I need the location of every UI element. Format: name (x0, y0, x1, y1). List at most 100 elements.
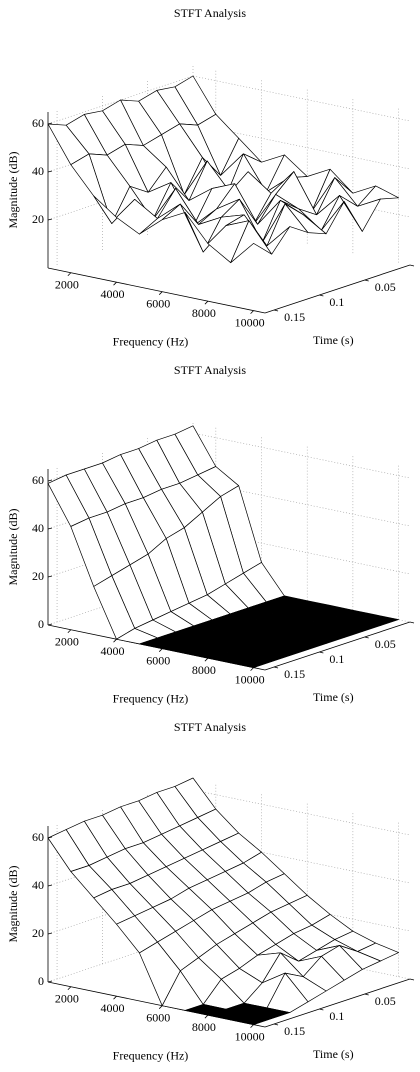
grid-line (47, 75, 411, 125)
y-tick (364, 279, 369, 282)
y-tick (409, 621, 415, 624)
grid-line (47, 837, 411, 887)
z-tick (47, 479, 53, 482)
y-tick-label: 0.15 (284, 667, 305, 681)
grid-line (47, 789, 411, 839)
grid-line (47, 480, 411, 530)
x-tick-label: 2000 (55, 634, 79, 648)
x-tick-label: 4000 (101, 287, 125, 301)
x-tick-label: 4000 (101, 1001, 125, 1015)
y-tick-label: 0.05 (375, 637, 396, 651)
x-tick-label: 8000 (192, 1020, 216, 1034)
x-tick (204, 300, 209, 305)
y-axis-label: Time (s) (313, 690, 354, 704)
x-tick-label: 8000 (192, 306, 216, 320)
z-tick-label: 60 (32, 116, 44, 130)
z-tick-label: 0 (38, 974, 44, 988)
x-tick-label: 4000 (101, 644, 125, 658)
z-tick-label: 40 (32, 521, 44, 535)
x-tick (158, 648, 163, 652)
y-tick (409, 264, 415, 267)
x-tick-label: 2000 (55, 991, 79, 1005)
x-tick-label: 10000 (235, 315, 265, 329)
x-tick (113, 281, 117, 286)
y-tick (364, 636, 369, 639)
x-axis (47, 267, 266, 314)
y-tick (319, 651, 324, 654)
x-tick (204, 1014, 209, 1019)
y-tick-label: 0.1 (329, 1009, 344, 1023)
z-tick-label: 40 (32, 878, 44, 892)
z-tick (47, 527, 53, 530)
chart-title: STFT Analysis (174, 720, 246, 734)
x-tick-label: 6000 (146, 296, 170, 310)
z-axis-label: Magnitude (dB) (6, 509, 20, 586)
x-tick (67, 986, 72, 991)
x-tick-label: 2000 (55, 277, 79, 291)
x-tick (158, 291, 163, 295)
x-axis-label: Frequency (Hz) (113, 334, 189, 348)
x-tick-label: 8000 (192, 663, 216, 677)
y-tick-label: 0.15 (284, 1024, 305, 1038)
y-tick (409, 978, 415, 981)
z-tick-label: 40 (32, 164, 44, 178)
y-tick-label: 0.1 (329, 295, 344, 309)
y-axis-label: Time (s) (313, 1047, 354, 1061)
y-axis-label: Time (s) (313, 333, 354, 347)
x-axis-label: Frequency (Hz) (113, 1048, 189, 1062)
x-tick (250, 1024, 254, 1028)
y-axis (264, 621, 411, 671)
z-tick (47, 884, 53, 887)
chart-title: STFT Analysis (174, 363, 246, 377)
z-tick-label: 0 (38, 617, 44, 631)
surface-patch (230, 1013, 273, 1025)
z-tick (47, 980, 53, 983)
z-tick (47, 122, 53, 125)
x-tick-label: 10000 (235, 672, 265, 686)
y-tick (273, 1023, 279, 1026)
chart-panel: STFT Analysis 2000 4000 6000 8000 10000 0 0.05 0… (6, 720, 415, 1062)
y-tick (273, 666, 279, 669)
y-tick (273, 309, 279, 312)
y-tick (319, 294, 324, 297)
x-tick (204, 657, 209, 662)
surface-patch (230, 656, 273, 668)
grid-line (47, 885, 411, 935)
x-tick-label: 6000 (146, 1010, 170, 1024)
y-tick-label: 0.1 (329, 652, 344, 666)
chart-title: STFT Analysis (174, 6, 246, 20)
x-tick-label: 10000 (235, 1029, 265, 1043)
surface-patch (230, 220, 273, 264)
x-tick (158, 1005, 163, 1009)
y-tick (364, 993, 369, 996)
y-tick-label: 0.05 (375, 994, 396, 1008)
z-tick (47, 623, 53, 626)
z-tick-label: 60 (32, 830, 44, 844)
x-tick (113, 638, 117, 643)
z-axis-label: Magnitude (dB) (6, 866, 20, 943)
x-tick-label: 6000 (146, 653, 170, 667)
grid-line (47, 528, 411, 578)
z-axis-label: Magnitude (dB) (6, 152, 20, 229)
y-axis (264, 264, 411, 314)
z-tick (47, 170, 53, 173)
x-tick (67, 272, 72, 277)
z-tick (47, 575, 53, 578)
y-tick-label: 0.15 (284, 310, 305, 324)
y-tick (319, 1008, 324, 1011)
y-axis (264, 978, 411, 1028)
z-tick-label: 20 (32, 926, 44, 940)
grid-line (47, 432, 411, 482)
z-tick (47, 836, 53, 839)
grid-line (47, 123, 411, 173)
x-tick (250, 310, 254, 314)
y-tick-label: 0.05 (375, 280, 396, 294)
x-tick (67, 629, 72, 634)
chart-panel: STFT Analysis20004000600080001000000.050… (6, 6, 415, 348)
x-axis-label: Frequency (Hz) (113, 691, 189, 705)
z-tick-label: 20 (32, 569, 44, 583)
z-tick (47, 932, 53, 935)
z-tick-label: 60 (32, 473, 44, 487)
